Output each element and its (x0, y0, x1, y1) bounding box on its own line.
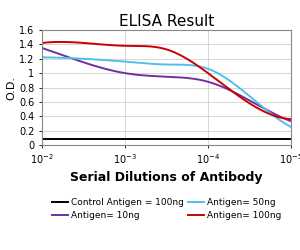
X-axis label: Serial Dilutions of Antibody: Serial Dilutions of Antibody (70, 170, 263, 183)
Title: ELISA Result: ELISA Result (119, 14, 214, 29)
Legend: Control Antigen = 100ng, Antigen= 10ng, Antigen= 50ng, Antigen= 100ng: Control Antigen = 100ng, Antigen= 10ng, … (52, 198, 281, 220)
Y-axis label: O.D.: O.D. (6, 76, 16, 100)
